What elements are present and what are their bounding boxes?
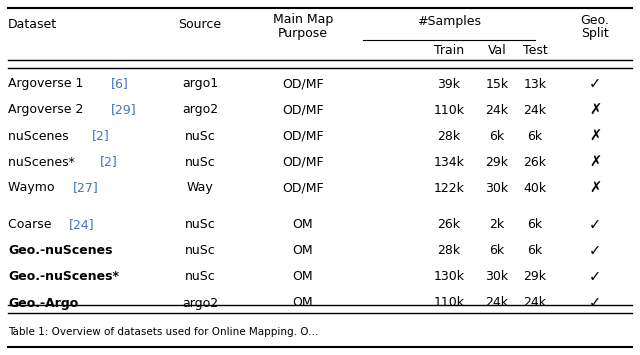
Text: #Samples: #Samples — [417, 16, 481, 28]
Text: [24]: [24] — [69, 218, 95, 231]
Text: ✓: ✓ — [589, 218, 601, 233]
Text: Argoverse 2: Argoverse 2 — [8, 104, 88, 116]
Text: OD/MF: OD/MF — [282, 155, 324, 169]
Text: ✗: ✗ — [589, 129, 601, 143]
Text: 6k: 6k — [527, 130, 543, 142]
Text: 110k: 110k — [433, 104, 465, 116]
Text: 24k: 24k — [486, 296, 509, 310]
Text: 40k: 40k — [524, 181, 547, 195]
Text: OD/MF: OD/MF — [282, 77, 324, 91]
Text: Val: Val — [488, 44, 506, 56]
Text: 134k: 134k — [433, 155, 465, 169]
Text: 110k: 110k — [433, 296, 465, 310]
Text: Test: Test — [523, 44, 547, 56]
Text: [29]: [29] — [111, 104, 136, 116]
Text: 15k: 15k — [485, 77, 509, 91]
Text: ✓: ✓ — [589, 76, 601, 92]
Text: Table 1: Overview of datasets used for Online Mapping. O...: Table 1: Overview of datasets used for O… — [8, 327, 318, 337]
Text: Source: Source — [179, 18, 221, 32]
Text: OM: OM — [292, 296, 314, 310]
Text: Coarse: Coarse — [8, 218, 56, 231]
Text: 24k: 24k — [524, 296, 547, 310]
Text: OM: OM — [292, 271, 314, 284]
Text: 30k: 30k — [485, 271, 509, 284]
Text: OD/MF: OD/MF — [282, 181, 324, 195]
Text: Geo.-nuScenes: Geo.-nuScenes — [8, 245, 113, 257]
Text: 122k: 122k — [433, 181, 465, 195]
Text: 24k: 24k — [486, 104, 509, 116]
Text: Split: Split — [581, 27, 609, 39]
Text: argo2: argo2 — [182, 104, 218, 116]
Text: nuScenes: nuScenes — [8, 130, 72, 142]
Text: nuSc: nuSc — [184, 245, 216, 257]
Text: ✗: ✗ — [589, 180, 601, 196]
Text: Purpose: Purpose — [278, 27, 328, 39]
Text: [2]: [2] — [92, 130, 109, 142]
Text: [2]: [2] — [99, 155, 117, 169]
Text: Waymo: Waymo — [8, 181, 58, 195]
Text: 13k: 13k — [524, 77, 547, 91]
Text: ✓: ✓ — [589, 295, 601, 311]
Text: 130k: 130k — [433, 271, 465, 284]
Text: [6]: [6] — [111, 77, 128, 91]
Text: 28k: 28k — [437, 245, 461, 257]
Text: 6k: 6k — [527, 245, 543, 257]
Text: 6k: 6k — [490, 130, 504, 142]
Text: nuScenes*: nuScenes* — [8, 155, 79, 169]
Text: 30k: 30k — [485, 181, 509, 195]
Text: nuSc: nuSc — [184, 130, 216, 142]
Text: nuSc: nuSc — [184, 271, 216, 284]
Text: argo2: argo2 — [182, 296, 218, 310]
Text: ✗: ✗ — [589, 103, 601, 118]
Text: OM: OM — [292, 218, 314, 231]
Text: 26k: 26k — [524, 155, 547, 169]
Text: OD/MF: OD/MF — [282, 104, 324, 116]
Text: ✗: ✗ — [589, 154, 601, 169]
Text: Way: Way — [187, 181, 213, 195]
Text: Train: Train — [434, 44, 464, 56]
Text: argo1: argo1 — [182, 77, 218, 91]
Text: 24k: 24k — [524, 104, 547, 116]
Text: nuSc: nuSc — [184, 155, 216, 169]
Text: 28k: 28k — [437, 130, 461, 142]
Text: [27]: [27] — [73, 181, 99, 195]
Text: 6k: 6k — [527, 218, 543, 231]
Text: Argoverse 1: Argoverse 1 — [8, 77, 88, 91]
Text: nuSc: nuSc — [184, 218, 216, 231]
Text: OM: OM — [292, 245, 314, 257]
Text: ✓: ✓ — [589, 269, 601, 284]
Text: OD/MF: OD/MF — [282, 130, 324, 142]
Text: 2k: 2k — [490, 218, 504, 231]
Text: 29k: 29k — [524, 271, 547, 284]
Text: Dataset: Dataset — [8, 18, 57, 32]
Text: ✓: ✓ — [589, 244, 601, 258]
Text: Geo.-nuScenes*: Geo.-nuScenes* — [8, 271, 119, 284]
Text: 39k: 39k — [438, 77, 461, 91]
Text: 29k: 29k — [486, 155, 509, 169]
Text: Main Map: Main Map — [273, 13, 333, 27]
Text: 26k: 26k — [438, 218, 461, 231]
Text: Geo.-Argo: Geo.-Argo — [8, 296, 78, 310]
Text: Geo.: Geo. — [580, 13, 609, 27]
Text: 6k: 6k — [490, 245, 504, 257]
